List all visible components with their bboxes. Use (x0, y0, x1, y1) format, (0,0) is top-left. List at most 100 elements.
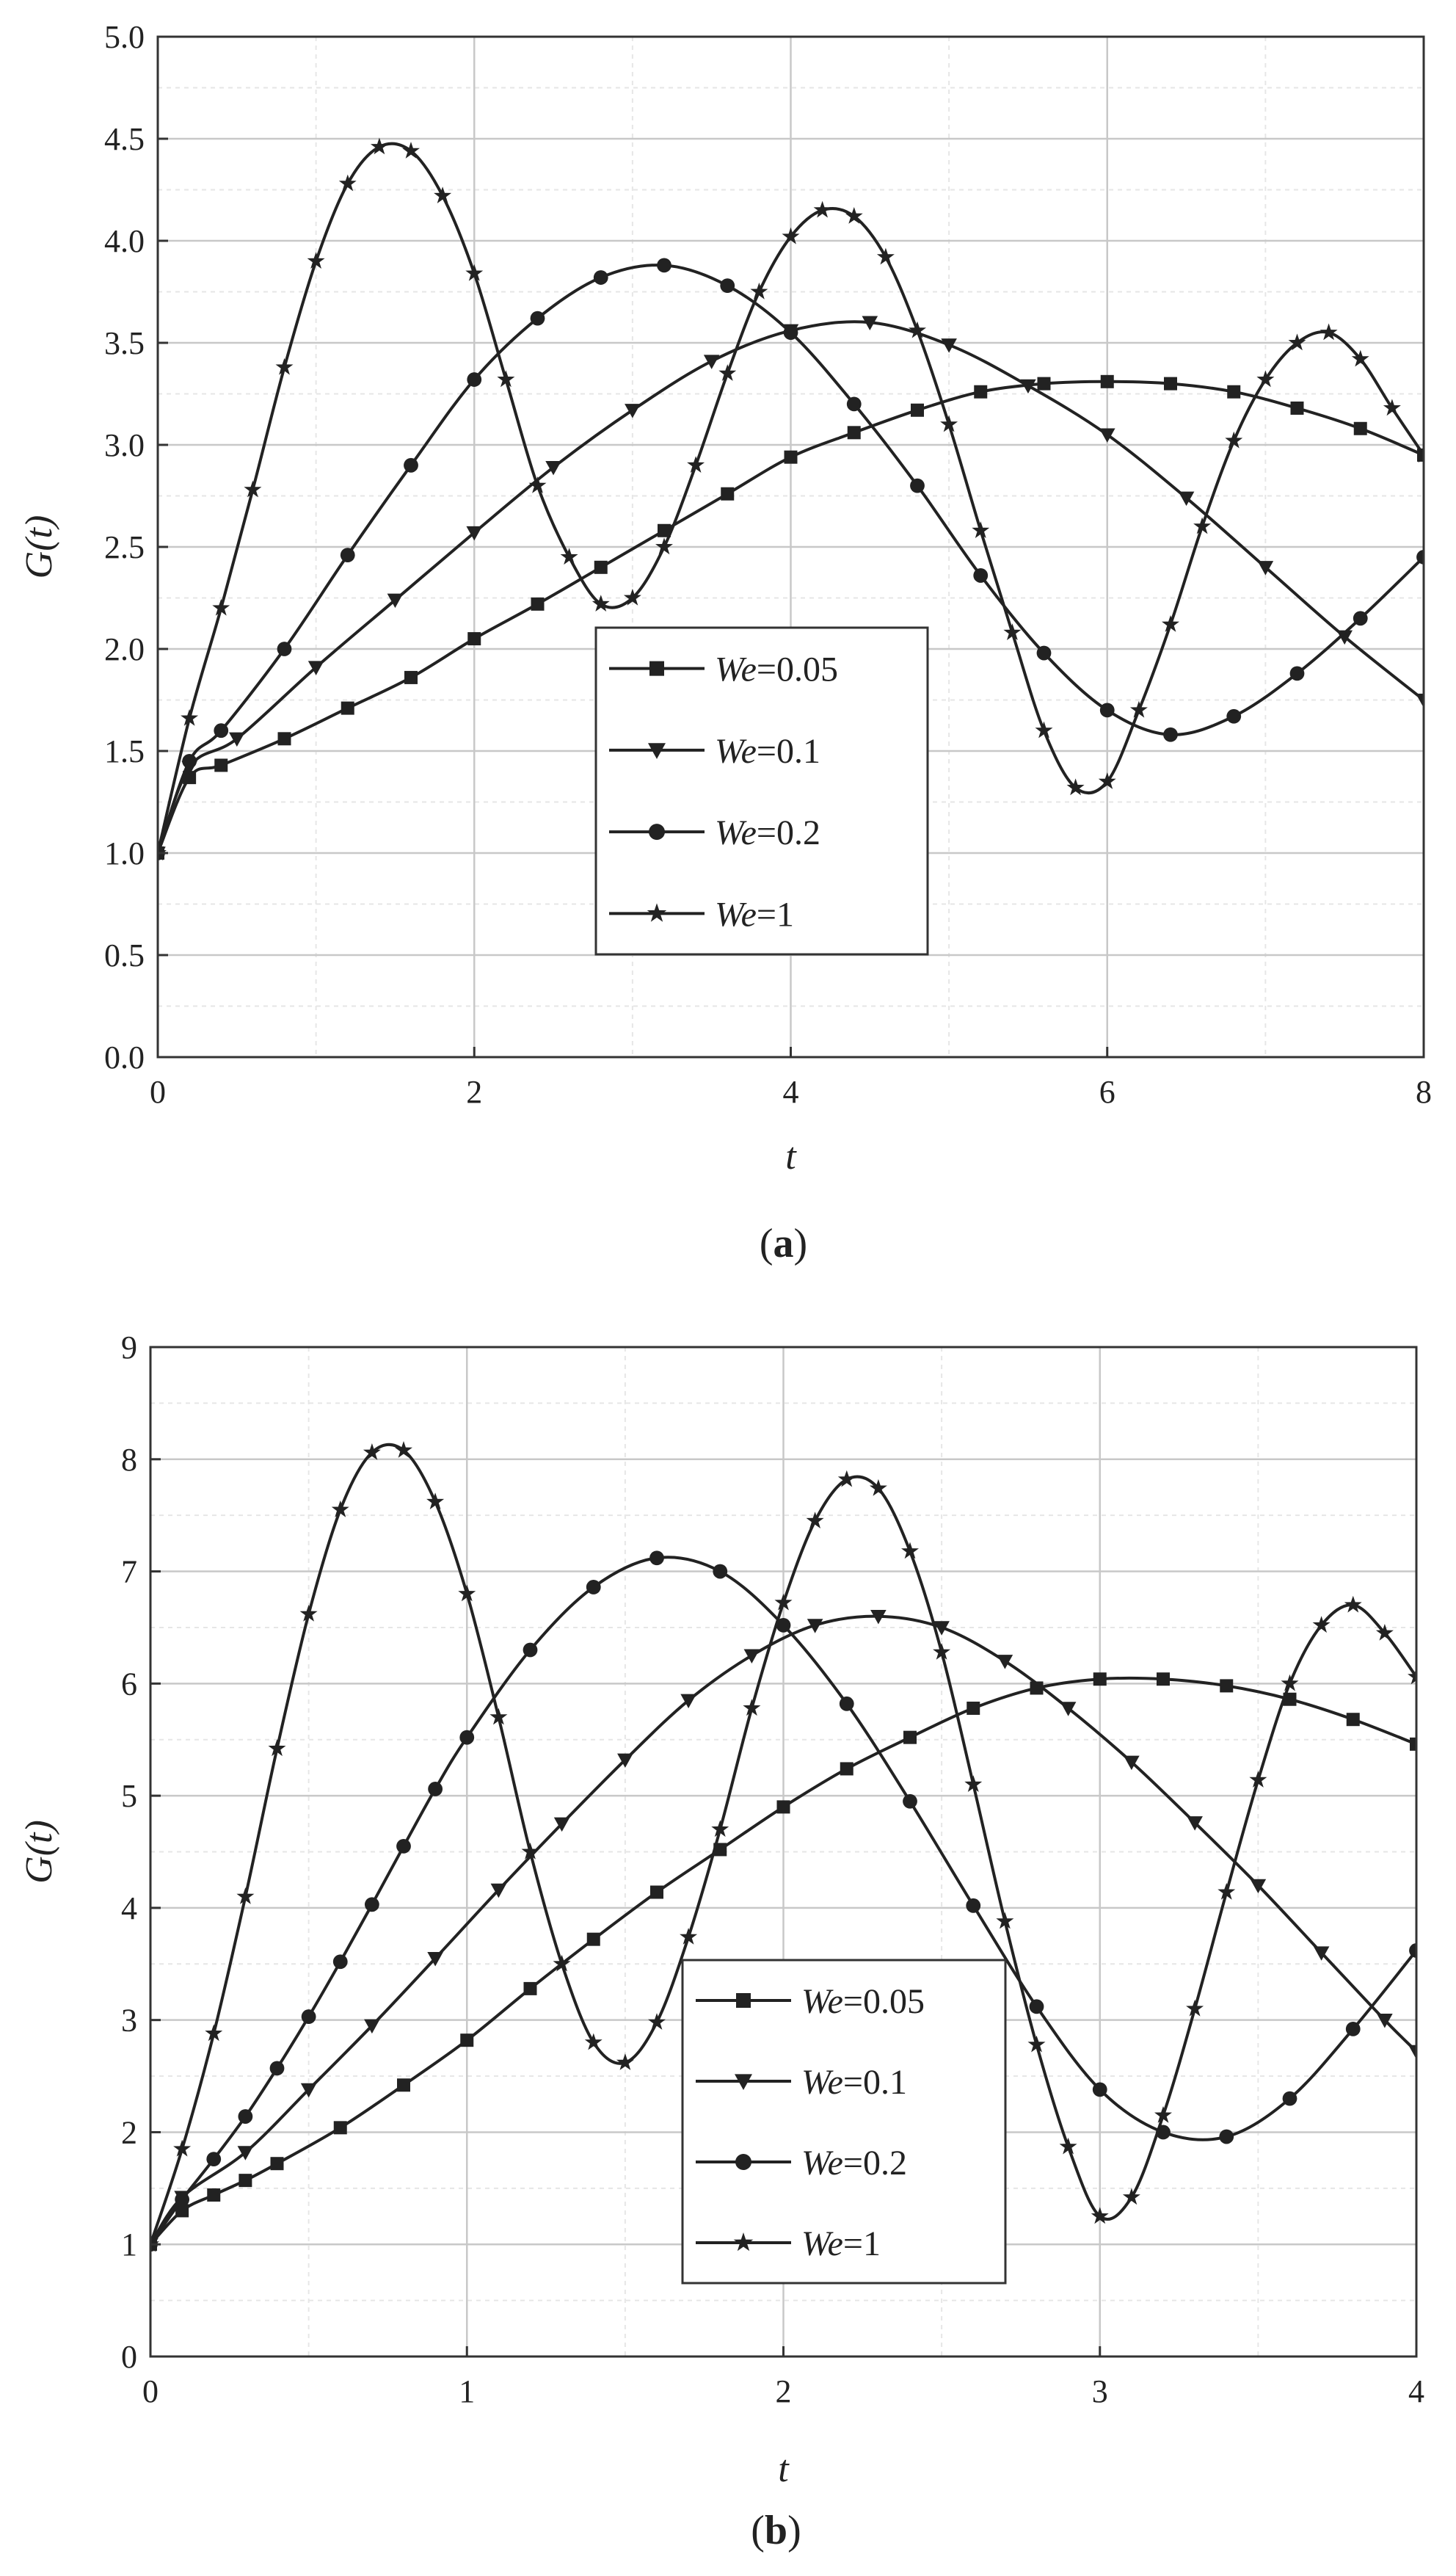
y-tick-label: 1 (121, 2227, 137, 2263)
data-point (307, 252, 325, 269)
data-point (593, 270, 608, 285)
data-point (1312, 1616, 1331, 1633)
data-point (586, 1932, 600, 1946)
data-point (1092, 2082, 1107, 2097)
legend-marker (736, 1993, 751, 2008)
data-point (459, 1730, 475, 1745)
data-point (332, 1954, 348, 1970)
data-point (1282, 2091, 1297, 2106)
data-point (497, 370, 515, 388)
data-point (586, 1580, 601, 1594)
x-tick-label: 0 (142, 2373, 159, 2409)
data-point (1353, 611, 1368, 626)
data-point (1320, 323, 1338, 341)
data-point (307, 661, 324, 675)
data-point (616, 2053, 634, 2070)
data-point (711, 1820, 729, 1837)
x-axis-label: t (785, 1136, 797, 1178)
data-point (783, 325, 798, 340)
data-point (531, 597, 545, 611)
data-point (911, 403, 924, 417)
data-point (1415, 446, 1424, 463)
data-point (428, 1782, 443, 1796)
data-point (713, 1564, 728, 1579)
data-point (1003, 623, 1022, 640)
data-point (774, 1593, 793, 1611)
legend-label: We=0.1 (801, 2063, 907, 2102)
legend-label: We=0.05 (715, 650, 838, 689)
series-line (158, 142, 1424, 854)
data-point (1288, 333, 1306, 351)
data-point (458, 1584, 476, 1602)
series-line (150, 1614, 1416, 2246)
data-point (1093, 1672, 1107, 1686)
data-point (1098, 772, 1116, 789)
y-tick-label: 2.0 (104, 631, 145, 667)
series-line (150, 1443, 1416, 2245)
legend-marker (735, 2074, 752, 2090)
y-tick-label: 0.0 (104, 1040, 145, 1075)
data-point (1163, 727, 1178, 742)
data-point (465, 264, 484, 281)
data-point (1219, 2129, 1234, 2144)
data-point (997, 1655, 1013, 1669)
data-point (1313, 1946, 1330, 1961)
data-point (1345, 2021, 1361, 2036)
x-tick-label: 2 (466, 1074, 482, 1110)
data-point (1256, 370, 1275, 388)
y-tick-label: 2.5 (104, 529, 145, 565)
data-point (703, 355, 720, 369)
data-point (807, 1619, 823, 1633)
data-point (528, 476, 547, 493)
data-point (648, 2013, 666, 2030)
data-point (933, 1643, 951, 1660)
data-point (806, 1512, 824, 1528)
data-point (1091, 2207, 1109, 2224)
data-point (909, 321, 926, 338)
data-point (214, 758, 228, 772)
data-point (277, 732, 291, 746)
data-point (530, 311, 545, 326)
data-point (205, 2024, 223, 2042)
panel-caption: (a) (760, 1221, 807, 1266)
data-point (623, 588, 641, 606)
data-point (617, 1753, 633, 1768)
data-point (813, 200, 831, 218)
data-point (847, 426, 861, 440)
data-point (776, 1800, 790, 1814)
data-point (427, 1951, 443, 1967)
y-tick-label: 3.5 (104, 325, 145, 361)
data-point (782, 227, 800, 244)
data-point (972, 521, 990, 538)
data-point (182, 754, 197, 769)
data-point (1154, 2105, 1172, 2123)
legend-marker (648, 743, 666, 759)
legend-marker (649, 824, 665, 841)
data-point (650, 1885, 663, 1899)
data-point (584, 2033, 603, 2050)
data-point (434, 186, 452, 203)
data-point (467, 372, 482, 387)
data-point (1377, 2014, 1393, 2028)
data-point (837, 1470, 856, 1487)
data-point (1250, 1879, 1267, 1894)
legend-label: We=0.2 (801, 2144, 907, 2183)
data-point (687, 456, 705, 473)
x-tick-label: 1 (459, 2373, 475, 2409)
data-point (840, 1762, 853, 1776)
data-point (269, 2061, 285, 2076)
data-point (910, 478, 925, 493)
y-tick-label: 0 (121, 2339, 137, 2375)
data-point (680, 1928, 698, 1945)
data-point (402, 142, 420, 159)
x-axis-label: t (778, 2448, 790, 2490)
data-point (370, 137, 388, 155)
data-point (655, 537, 673, 555)
data-point (750, 282, 768, 300)
y-tick-label: 0.5 (104, 937, 145, 973)
data-point (657, 258, 671, 273)
data-point (592, 595, 610, 612)
data-point (839, 1696, 854, 1711)
data-point (237, 2146, 254, 2160)
data-point (553, 1817, 570, 1832)
